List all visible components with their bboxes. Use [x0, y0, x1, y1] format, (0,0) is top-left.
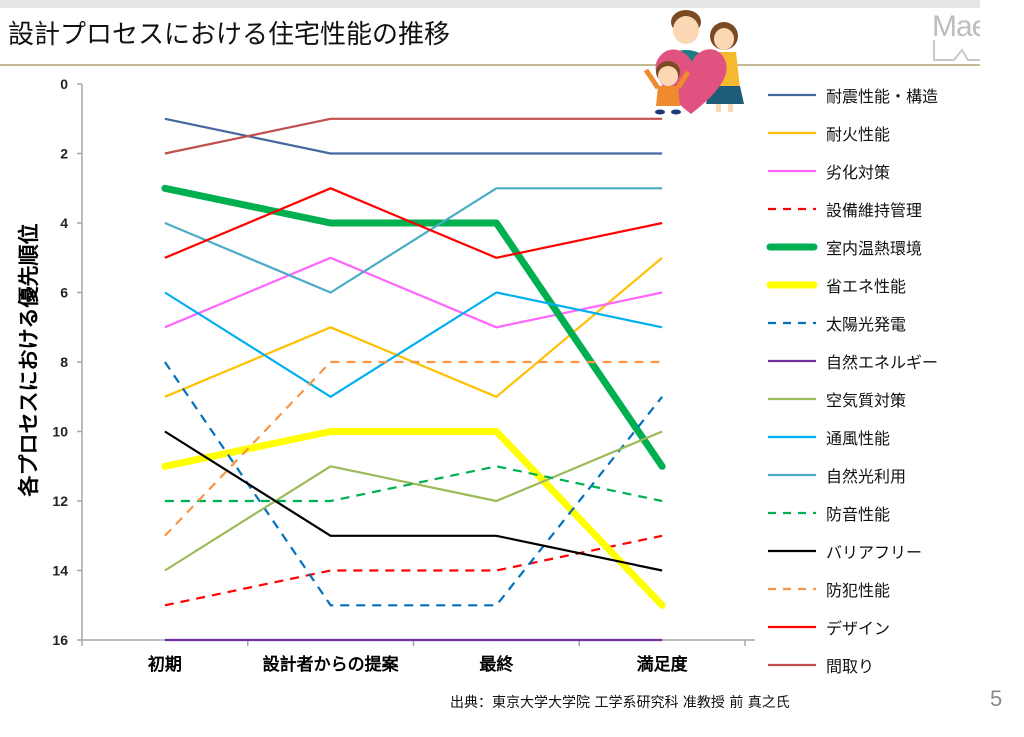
legend-item: 省エネ性能	[766, 266, 976, 304]
y-tick-labels: 0 2 4 6 8 10 12 14 16	[52, 76, 68, 648]
legend-swatch	[766, 468, 818, 482]
y-tick-label: 12	[52, 493, 68, 509]
chart-series	[161, 117, 666, 642]
legend-label: 耐火性能	[826, 125, 891, 144]
y-tick-label: 0	[60, 76, 68, 92]
legend-item: 通風性能	[766, 418, 976, 456]
x-category-labels: 初期 設計者からの提案 最終 満足度	[148, 654, 689, 675]
legend-item: 耐震性能・構造	[766, 76, 976, 114]
y-tick-label: 4	[60, 215, 68, 231]
title-divider	[0, 64, 980, 66]
legend-label: 自然光利用	[826, 467, 907, 486]
legend-label: バリアフリー	[826, 543, 923, 562]
legend-label: 室内温熱環境	[826, 239, 923, 258]
y-tick-label: 10	[52, 424, 68, 440]
series-line	[161, 428, 666, 609]
legend-label: 間取り	[826, 657, 875, 676]
series-line	[164, 187, 663, 294]
legend-item: 設備維持管理	[766, 190, 976, 228]
legend-swatch	[766, 354, 818, 368]
legend-item: 間取り	[766, 646, 976, 684]
legend-item: デザイン	[766, 608, 976, 646]
series-line	[164, 256, 663, 398]
series-line	[164, 117, 663, 155]
legend-swatch	[766, 430, 818, 444]
legend-label: 通風性能	[826, 429, 891, 448]
legend-item: 防音性能	[766, 494, 976, 532]
legend-label: 空気質対策	[826, 391, 907, 410]
legend-label: デザイン	[826, 619, 891, 638]
chart-legend: 耐震性能・構造 耐火性能劣化対策設備維持管理 室内温熱環境 省エネ性能太陽光発電自然エ…	[766, 76, 976, 684]
legend-item: 自然光利用	[766, 456, 976, 494]
y-tick-label: 14	[52, 563, 68, 579]
source-citation: 出典：東京大学大学院 工学系研究科 准教授 前 真之氏	[450, 695, 790, 711]
legend-item: 自然エネルギー	[766, 342, 976, 380]
slide-title: 設計プロセスにおける住宅性能の推移	[8, 20, 451, 50]
series-line	[164, 291, 663, 398]
series-line	[164, 187, 663, 259]
family-heart-illustration	[636, 6, 756, 116]
legend-label: 省エネ性能	[826, 277, 907, 296]
legend-swatch	[766, 164, 818, 178]
series-line	[164, 534, 663, 607]
legend-item: 劣化対策	[766, 152, 976, 190]
series-line	[161, 184, 666, 470]
legend-swatch	[766, 392, 818, 406]
legend-label: 太陽光発電	[826, 315, 907, 334]
series-line	[164, 465, 663, 503]
legend-swatch	[766, 202, 818, 216]
legend-swatch	[766, 544, 818, 558]
logo-text: Mae	[932, 10, 980, 43]
line-chart: 0 2 4 6 8 10 12 14 16 初期 設計者からの提案 最終 満足度	[52, 76, 755, 675]
page-number: 5	[990, 686, 1003, 711]
y-tick-label: 8	[60, 354, 68, 370]
legend-swatch	[766, 582, 818, 596]
y-tick-label: 6	[60, 285, 68, 301]
legend-item: 室内温熱環境	[766, 228, 976, 266]
series-line	[164, 360, 663, 537]
legend-item: 耐火性能	[766, 114, 976, 152]
legend-swatch	[766, 126, 818, 140]
series-line	[164, 256, 663, 329]
top-strip	[0, 0, 980, 8]
company-logo: Mae	[930, 10, 980, 64]
legend-swatch	[766, 88, 818, 102]
legend-swatch	[766, 620, 818, 634]
legend-swatch	[766, 658, 818, 672]
legend-swatch	[766, 278, 818, 292]
legend-item: 太陽光発電	[766, 304, 976, 342]
legend-label: 劣化対策	[826, 163, 891, 182]
series-line	[164, 430, 663, 572]
legend-swatch	[766, 316, 818, 330]
legend-item: バリアフリー	[766, 532, 976, 570]
legend-label: 耐震性能・構造	[826, 87, 939, 106]
y-axis-title: 各プロセスにおける優先順位	[17, 223, 41, 497]
legend-item: 空気質対策	[766, 380, 976, 418]
x-category-label: 満足度	[637, 654, 689, 675]
legend-item: 防犯性能	[766, 570, 976, 608]
x-category-label: 設計者からの提案	[263, 654, 400, 675]
series-line	[164, 117, 663, 155]
series-line	[164, 430, 663, 572]
legend-label: 自然エネルギー	[826, 353, 939, 372]
legend-label: 防犯性能	[826, 581, 891, 600]
legend-label: 設備維持管理	[826, 201, 923, 220]
legend-label: 防音性能	[826, 505, 891, 524]
x-category-label: 初期	[148, 654, 182, 675]
legend-swatch	[766, 240, 818, 254]
y-tick-label: 2	[60, 146, 68, 162]
y-tick-label: 16	[52, 632, 68, 648]
x-category-label: 最終	[479, 654, 514, 675]
legend-swatch	[766, 506, 818, 520]
